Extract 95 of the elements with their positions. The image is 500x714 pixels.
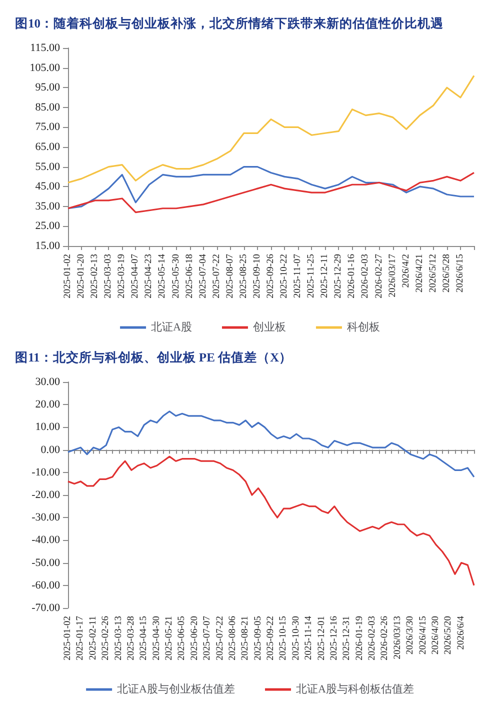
x-tick-label: 2026-02-03 [368, 616, 378, 660]
y-tick-label: 65.00 [35, 141, 60, 153]
x-tick-label: 2026/3/30 [406, 616, 416, 655]
x-tick-label: 2025-11-25 [306, 254, 317, 298]
x-tick-label: 2025-11-07 [293, 254, 304, 298]
y-tick-label: -10.00 [32, 466, 60, 478]
x-tick-label: 2025-02-26 [101, 616, 112, 660]
x-tick-label: 2025-05-30 [171, 254, 182, 298]
x-tick-label: 2026-02-03 [360, 254, 371, 298]
legend-label: 科创板 [346, 322, 380, 334]
x-tick-label: 2026/4/2 [401, 254, 412, 288]
x-tick-label: 2025-08-21 [240, 616, 251, 660]
y-tick-label: 105.00 [30, 62, 60, 74]
y-tick-label: 20.00 [35, 398, 60, 411]
x-tick-label: 2025-07-04 [198, 254, 208, 298]
x-tick-label: 2025-12-29 [334, 254, 344, 298]
x-tick-label: 2025-02-13 [90, 254, 100, 298]
x-tick-label: 2025-07-22 [212, 254, 222, 298]
x-tick-label: 2025-03-19 [117, 254, 128, 298]
y-tick-label: 30.00 [35, 376, 60, 388]
x-tick-label: 2026/6/15 [455, 254, 466, 293]
y-tick-label: 10.00 [35, 421, 60, 434]
y-tick-label: 75.00 [35, 121, 60, 134]
x-tick-label: 2025-06-18 [184, 254, 195, 298]
x-tick-label: 2025-06-05 [177, 616, 188, 660]
legend-label: 北证A股与创业板估值差 [117, 682, 236, 696]
x-tick-label: 2025-08-06 [228, 616, 238, 660]
x-tick-label: 2026-02-27 [374, 254, 384, 298]
x-tick-label: 2025-11-14 [304, 616, 314, 660]
y-tick-label: 85.00 [35, 101, 60, 114]
line-series [67, 74, 475, 184]
y-tick-label: 45.00 [35, 180, 60, 193]
x-tick-label: 2026/03/17 [388, 254, 398, 298]
x-tick-label: 2025-05-21 [164, 616, 174, 660]
x-tick-label: 2025-01-02 [63, 254, 73, 298]
y-tick-label: -70.00 [32, 602, 60, 614]
x-tick-label: 2026/6/4 [456, 616, 466, 650]
legend-label: 北证A股 [151, 320, 192, 334]
y-tick-label: -30.00 [32, 512, 60, 524]
x-tick-label: 2025-09-10 [252, 254, 262, 298]
x-tick-label: 2025-01-02 [63, 616, 73, 660]
x-tick-label: 2025-06-20 [190, 616, 200, 660]
x-tick-label: 2026/4/15 [418, 616, 428, 655]
y-tick-label: -40.00 [32, 534, 60, 546]
line-series [67, 456, 475, 586]
chart-title: 图10：随着科创板与创业板补涨，北交所情绪下跌带来新的估值性价比机遇 [15, 16, 444, 30]
x-tick-label: 2025-10-22 [280, 254, 290, 298]
x-tick-label: 2025-08-25 [238, 254, 249, 298]
chart-title: 图11：北交所与科创板、创业板 PE 估值差（X） [15, 350, 292, 364]
y-tick-label: 15.00 [35, 240, 60, 252]
y-tick-label: 25.00 [35, 220, 60, 232]
x-tick-label: 2026-02-26 [380, 616, 390, 660]
x-tick-label: 2025-12-31 [342, 616, 352, 660]
x-tick-label: 2026/4/30 [430, 616, 441, 655]
x-tick-label: 2025-07-22 [215, 616, 226, 660]
x-tick-label: 2025-09-22 [266, 616, 276, 660]
y-tick-label: 0.00 [40, 444, 60, 456]
x-tick-label: 2025-04-23 [144, 254, 154, 298]
x-tick-label: 2026/5/28 [442, 254, 452, 293]
line-series [67, 166, 475, 210]
y-tick-label: 95.00 [35, 82, 60, 94]
x-tick-label: 2025-12-01 [316, 616, 327, 660]
x-tick-label: 2026/03/13 [392, 616, 403, 660]
x-tick-label: 2026-01-16 [347, 254, 358, 298]
legend-label: 创业板 [252, 320, 286, 334]
x-tick-label: 2025-04-30 [152, 616, 162, 660]
x-tick-label: 2025-04-15 [139, 616, 150, 660]
x-tick-label: 2025-09-05 [253, 616, 264, 660]
line-series [67, 172, 475, 214]
x-tick-label: 2025-09-26 [266, 254, 276, 298]
x-tick-label: 2025-03-03 [104, 254, 114, 298]
x-tick-label: 2025-03-28 [126, 616, 136, 660]
x-tick-label: 2025-05-14 [158, 254, 168, 298]
x-tick-label: 2025-08-07 [225, 254, 236, 298]
x-tick-label: 2026-01-19 [354, 616, 365, 660]
x-tick-label: 2025-12-11 [320, 254, 330, 298]
y-tick-label: -20.00 [32, 489, 60, 501]
x-tick-label: 2025-04-07 [130, 254, 141, 298]
y-tick-label: -50.00 [32, 556, 60, 569]
x-tick-label: 2025-02-11 [88, 616, 98, 660]
x-tick-label: 2026/5/12 [428, 254, 438, 293]
y-tick-label: 35.00 [35, 200, 60, 212]
y-tick-label: 115.00 [30, 42, 60, 54]
y-tick-label: 55.00 [35, 160, 60, 173]
x-tick-label: 2025-01-17 [76, 616, 86, 660]
x-tick-label: 2025-03-13 [114, 616, 124, 660]
legend-label: 北证A股与科创板估值差 [296, 682, 414, 696]
x-tick-label: 2025-10-15 [278, 616, 289, 660]
x-tick-label: 2026/5/20 [444, 616, 454, 655]
x-tick-label: 2025-12-16 [329, 616, 340, 660]
x-tick-label: 2026/4/21 [414, 254, 425, 293]
x-tick-label: 2025-01-20 [76, 254, 87, 298]
x-tick-label: 2025-07-07 [202, 616, 213, 660]
x-tick-label: 2025-10-30 [291, 616, 302, 660]
y-tick-label: -60.00 [32, 579, 60, 592]
